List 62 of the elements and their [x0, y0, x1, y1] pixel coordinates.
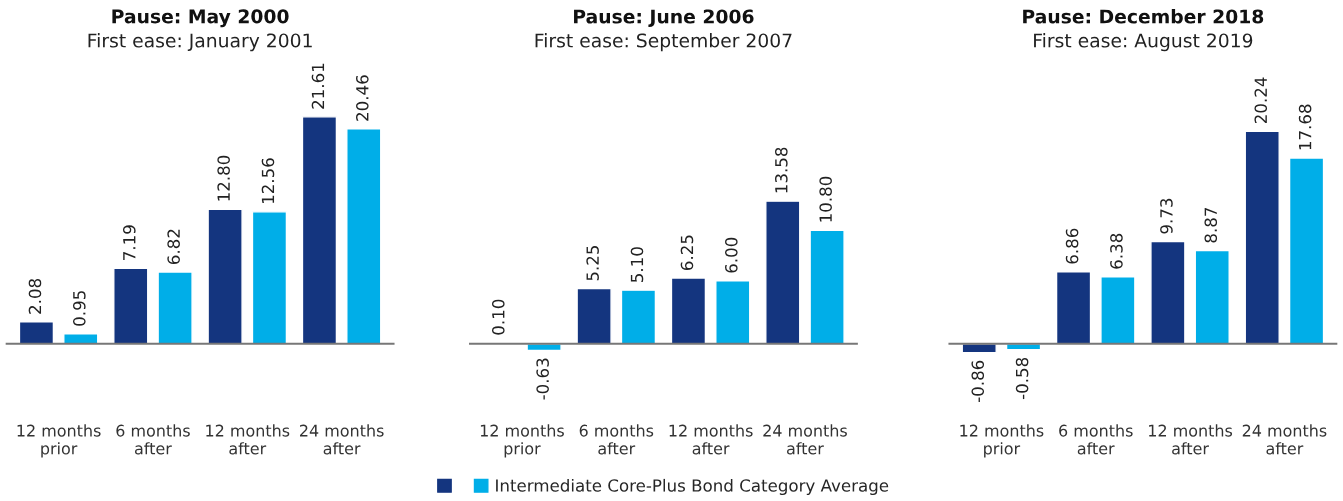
data-label: 12.56: [261, 158, 275, 204]
bar: [346, 128, 382, 345]
data-label: 20.46: [356, 75, 369, 121]
x-tick-label: 12 months prior: [17, 424, 101, 458]
data-label: 6.82: [167, 229, 180, 265]
x-tick-label: 6 months after: [116, 424, 190, 455]
bar: [620, 289, 657, 345]
chart-subtitle: First ease: September 2007: [535, 33, 792, 52]
data-label: 13.58: [775, 147, 788, 193]
bar: [157, 271, 193, 345]
bar: [1288, 157, 1325, 345]
data-label: 7.19: [123, 225, 136, 260]
data-label: 0.10: [492, 299, 505, 335]
data-label: -0.58: [1015, 357, 1029, 400]
chart-title: Pause: December 2018: [1023, 9, 1264, 24]
data-label: 20.24: [1254, 77, 1268, 124]
bar: [765, 200, 801, 345]
bar: [1100, 276, 1136, 345]
x-tick-label: 12 months after: [1149, 424, 1233, 455]
bar: [207, 208, 243, 345]
data-label: 5.10: [630, 247, 644, 282]
bar: [1244, 130, 1280, 345]
data-label: 2.08: [28, 278, 42, 314]
x-tick-label: 24 months after: [1242, 424, 1327, 455]
data-label: -0.86: [971, 360, 985, 402]
x-tick-label: 24 months after: [763, 424, 847, 455]
data-label: -0.63: [536, 358, 549, 400]
x-tick-label: 12 months prior: [480, 424, 564, 458]
bar: [1055, 271, 1092, 345]
data-label: 0.95: [73, 291, 86, 326]
data-label: 8.87: [1204, 207, 1218, 243]
x-tick-label: 6 months after: [1059, 424, 1133, 455]
chart-title: Pause: May 2000: [112, 9, 289, 28]
bar: [670, 277, 707, 345]
chart-title: Pause: June 2006: [574, 9, 754, 28]
data-label: 6.25: [680, 235, 694, 270]
data-label: 10.80: [819, 176, 832, 222]
data-label: 21.61: [311, 63, 325, 109]
bar: [251, 211, 288, 345]
bar: [18, 321, 55, 345]
data-label: 6.38: [1110, 233, 1123, 269]
bar: [576, 287, 612, 345]
x-tick-label: 12 months prior: [960, 424, 1044, 458]
data-label: 17.68: [1298, 104, 1312, 150]
data-label: 6.86: [1065, 228, 1079, 264]
bar: [809, 229, 845, 345]
bar: [113, 267, 149, 345]
bar: [1194, 249, 1230, 345]
x-tick-label: 12 months after: [669, 424, 753, 455]
x-tick-label: 24 months after: [300, 424, 384, 455]
legend-label: Intermediate Core-Plus Bond Category Average: [496, 478, 889, 496]
bar: [1150, 240, 1186, 345]
chart-subtitle: First ease: January 2001: [88, 33, 312, 52]
data-label: 12.80: [217, 155, 230, 201]
data-label: 9.73: [1160, 198, 1173, 234]
chart-subtitle: First ease: August 2019: [1034, 33, 1253, 52]
data-label: 6.00: [725, 237, 738, 273]
x-tick-label: 6 months after: [579, 424, 654, 455]
data-label: 5.25: [586, 246, 599, 281]
bar: [301, 116, 338, 345]
bar: [715, 280, 751, 345]
x-tick-label: 12 months after: [206, 424, 290, 455]
